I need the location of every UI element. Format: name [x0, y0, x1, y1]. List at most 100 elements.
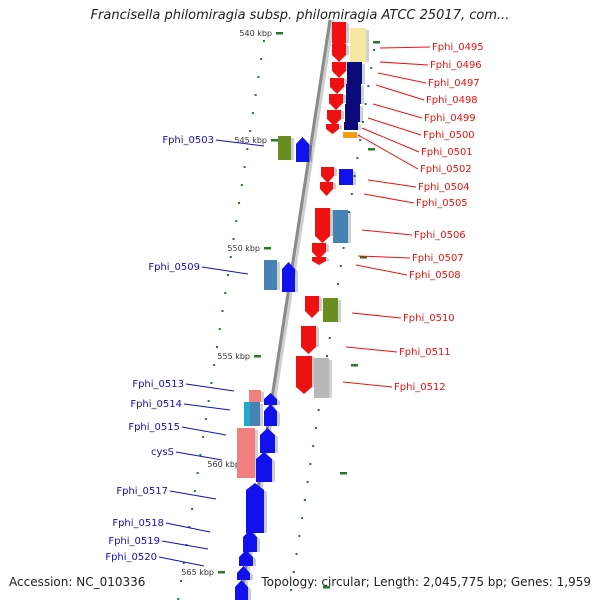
gene-arrow[interactable]: [305, 296, 319, 318]
gene-box[interactable]: [323, 298, 338, 322]
gene-box[interactable]: [333, 210, 348, 243]
gene-label[interactable]: Fphi_0518: [112, 518, 164, 529]
gene-label[interactable]: Fphi_0508: [409, 270, 461, 281]
gene-arrow[interactable]: [296, 356, 312, 394]
gene-label[interactable]: Fphi_0509: [148, 262, 200, 273]
gene-box-shade: [277, 262, 280, 290]
minor-tick: [202, 436, 205, 438]
gene-arrow[interactable]: [239, 550, 253, 566]
gene-label[interactable]: Fphi_0510: [403, 313, 455, 324]
gene-box[interactable]: [345, 104, 360, 122]
gene-arrow[interactable]: [315, 208, 330, 243]
gene-label[interactable]: Fphi_0519: [108, 536, 160, 547]
kbp-tick-label: 550 kbp: [227, 244, 260, 253]
gene-label[interactable]: Fphi_0517: [116, 486, 168, 497]
minor-tick: [301, 517, 304, 519]
gene-arrow-shade: [341, 110, 344, 119]
minor-tick: [359, 139, 362, 141]
gene-arrow[interactable]: [235, 580, 248, 600]
minor-tick: [257, 76, 260, 78]
gene-arrow[interactable]: [243, 530, 257, 552]
gene-box[interactable]: [344, 122, 358, 130]
label-leader: [175, 451, 223, 461]
gene-box[interactable]: [250, 402, 260, 426]
gene-arrow[interactable]: [330, 78, 344, 94]
gene-arrow[interactable]: [320, 182, 333, 196]
gene-label[interactable]: Fphi_0503: [162, 135, 214, 146]
gene-arrow[interactable]: [246, 483, 264, 533]
gene-arrow[interactable]: [326, 124, 339, 134]
gene-arrow[interactable]: [321, 167, 334, 183]
gene-label[interactable]: Fphi_0507: [412, 253, 464, 264]
gene-arrow[interactable]: [327, 110, 341, 126]
label-leader: [181, 426, 227, 436]
gene-label[interactable]: Fphi_0511: [399, 347, 451, 358]
gene-box-shade: [260, 404, 263, 426]
minor-tick: [193, 490, 196, 492]
minor-tick: [337, 283, 340, 285]
minor-tick: [364, 103, 367, 105]
gene-label[interactable]: Fphi_0515: [128, 422, 180, 433]
minor-tick: [215, 346, 218, 348]
gene-label[interactable]: Fphi_0497: [428, 78, 480, 89]
label-leader: [158, 556, 205, 567]
minor-tick: [235, 220, 238, 222]
gene-box-shade: [255, 430, 258, 478]
gene-arrow[interactable]: [260, 428, 275, 453]
gene-label[interactable]: Fphi_0501: [421, 147, 473, 158]
gene-box[interactable]: [249, 390, 261, 402]
kbp-tick-label: 565 kbp: [181, 568, 214, 577]
gene-label[interactable]: cysS: [151, 447, 174, 458]
gene-arrow[interactable]: [332, 22, 346, 50]
gene-label[interactable]: Fphi_0495: [432, 42, 484, 53]
gene-box[interactable]: [264, 260, 277, 290]
minor-tick: [229, 256, 232, 258]
label-leader: [351, 312, 402, 319]
gene-arrow-shade: [248, 587, 251, 600]
gene-arrow[interactable]: [237, 566, 250, 580]
gene-label[interactable]: Fphi_0496: [430, 60, 482, 71]
gene-arrow[interactable]: [256, 452, 272, 482]
gene-arrow[interactable]: [312, 243, 326, 259]
gene-box-shade: [358, 124, 361, 130]
minor-tick: [227, 274, 230, 276]
minor-tick: [204, 418, 207, 420]
gene-box[interactable]: [339, 169, 353, 185]
gene-arrow[interactable]: [312, 257, 326, 265]
gene-box[interactable]: [346, 84, 361, 104]
gene-box[interactable]: [278, 136, 291, 160]
gene-label[interactable]: Fphi_0498: [426, 95, 478, 106]
gene-label[interactable]: Fphi_0513: [132, 379, 184, 390]
gene-box[interactable]: [347, 62, 362, 84]
gene-arrow[interactable]: [282, 262, 295, 292]
accession-text: Accession: NC_010336: [9, 575, 146, 589]
label-leader: [165, 522, 211, 533]
gene-label[interactable]: Fphi_0505: [416, 198, 468, 209]
gene-box[interactable]: [244, 402, 250, 426]
gene-label[interactable]: Fphi_0512: [394, 382, 446, 393]
kbp-tick-mark: [264, 247, 271, 250]
label-leader: [357, 255, 411, 259]
gene-box[interactable]: [314, 358, 329, 398]
gene-arrow[interactable]: [332, 62, 346, 78]
gene-label[interactable]: Fphi_0500: [423, 130, 475, 141]
gene-box[interactable]: [237, 428, 255, 478]
minor-tick: [290, 589, 293, 591]
gene-arrow[interactable]: [329, 94, 343, 110]
gene-box[interactable]: [343, 132, 357, 138]
gene-arrow[interactable]: [264, 404, 277, 426]
gene-label[interactable]: Fphi_0514: [130, 399, 182, 410]
gene-label[interactable]: Fphi_0499: [424, 113, 476, 124]
gene-arrow[interactable]: [296, 137, 309, 162]
gene-arrow[interactable]: [301, 326, 316, 354]
gene-arrow[interactable]: [332, 44, 346, 62]
gene-label[interactable]: Fphi_0502: [420, 164, 472, 175]
gene-arrow[interactable]: [264, 393, 277, 405]
gene-arrow-shade: [326, 257, 329, 261]
gene-label[interactable]: Fphi_0506: [414, 230, 466, 241]
gene-label[interactable]: Fphi_0504: [418, 182, 470, 193]
gene-box[interactable]: [350, 28, 366, 62]
kbp-tick-mark: [276, 32, 283, 35]
gene-label[interactable]: Fphi_0520: [105, 552, 157, 563]
